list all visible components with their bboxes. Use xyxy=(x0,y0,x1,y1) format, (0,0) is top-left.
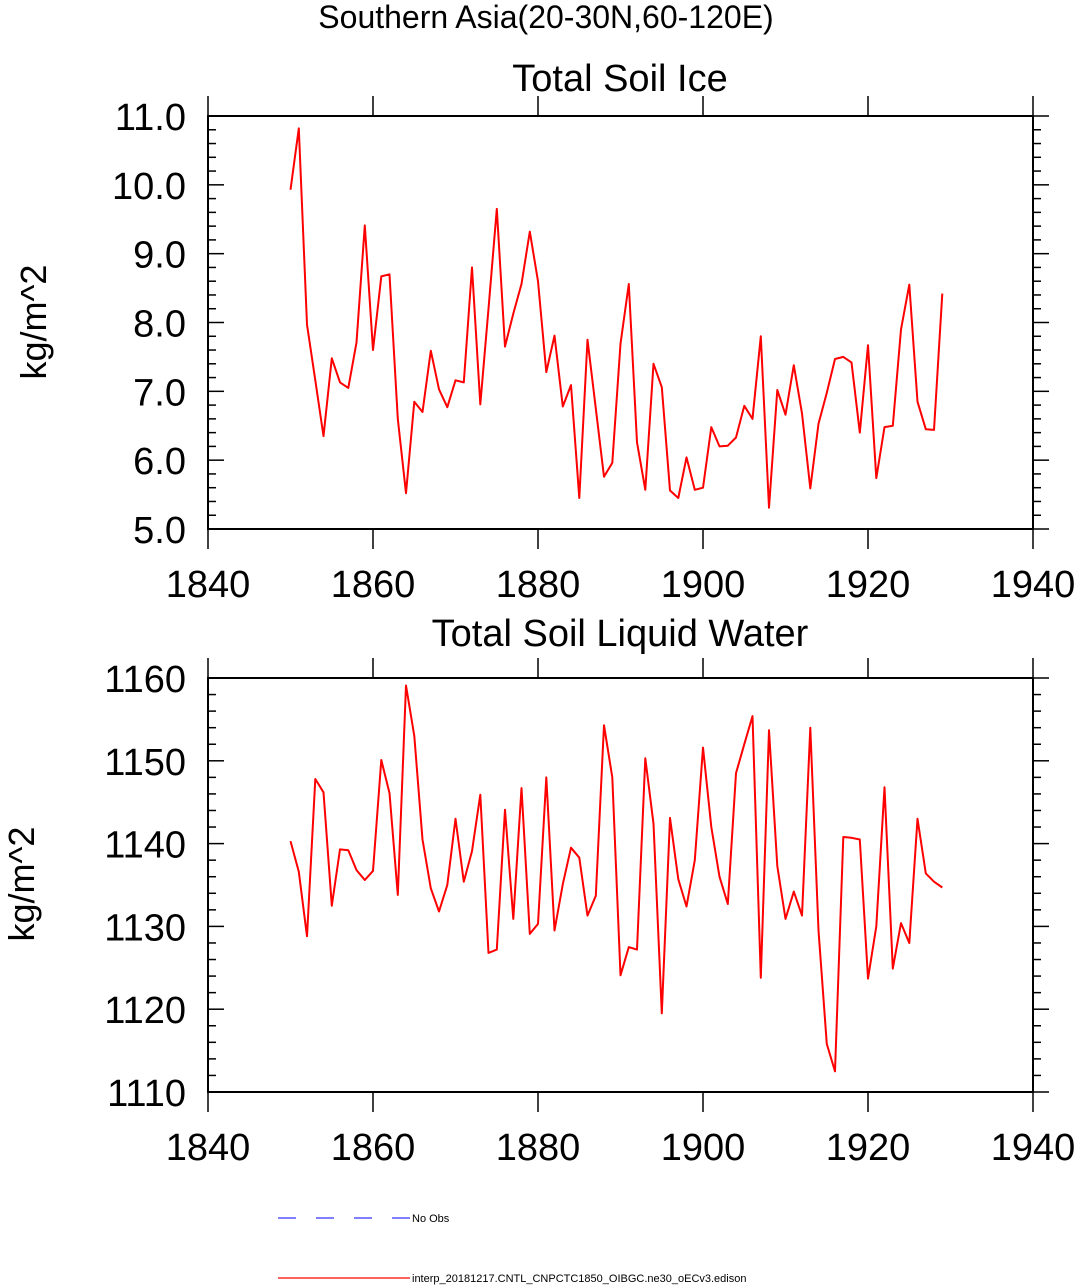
legend-label-model-run: interp_20181217.CNTL_CNPCTC1850_OIBGC.ne… xyxy=(412,1273,746,1285)
x-tick-label: 1880 xyxy=(496,1127,581,1169)
series-line xyxy=(289,684,943,1073)
x-tick-label: 1880 xyxy=(496,564,581,606)
y-tick-label: 1150 xyxy=(104,742,186,784)
x-tick-label: 1920 xyxy=(826,564,911,606)
tick-marks xyxy=(207,658,1049,1112)
tick-marks xyxy=(207,96,1049,549)
y-tick-labels: 5.0 6.0 7.0 8.0 9.0 10.0 11.0 xyxy=(112,97,186,552)
y-axis-label: kg/m^2 xyxy=(13,265,54,380)
plot-frame xyxy=(207,115,1034,530)
plot-frame xyxy=(207,677,1034,1093)
x-tick-label: 1900 xyxy=(661,1127,746,1169)
x-tick-labels: 1840 1860 1880 1900 1920 1940 xyxy=(166,1127,1076,1169)
series-lines xyxy=(289,684,943,1073)
y-tick-label: 11.0 xyxy=(115,97,186,139)
figure-suptitle: Southern Asia(20-30N,60-120E) xyxy=(318,0,773,35)
y-tick-label: 9.0 xyxy=(133,235,186,277)
y-tick-label: 1120 xyxy=(104,990,186,1032)
y-axis-label: kg/m^2 xyxy=(1,827,42,942)
y-tick-label: 10.0 xyxy=(112,166,186,208)
x-tick-label: 1940 xyxy=(991,1127,1076,1169)
x-tick-label: 1840 xyxy=(166,1127,251,1169)
y-tick-label: 7.0 xyxy=(133,372,186,414)
x-tick-label: 1940 xyxy=(991,564,1076,606)
series-line xyxy=(289,127,944,509)
x-tick-label: 1900 xyxy=(661,564,746,606)
panel-soil-liquid-water: Total Soil Liquid Water kg/m^2 111011201… xyxy=(1,613,1075,1169)
y-tick-label: 1160 xyxy=(104,659,186,701)
x-tick-label: 1860 xyxy=(331,1127,416,1169)
y-tick-labels: 1110 1120 1130 1140 1150 1160 xyxy=(104,659,186,1115)
x-tick-label: 1840 xyxy=(166,564,251,606)
series-lines xyxy=(289,127,944,509)
x-tick-label: 1860 xyxy=(331,564,416,606)
x-tick-labels: 1840 1860 1880 1900 1920 1940 xyxy=(166,564,1076,606)
x-tick-label: 1920 xyxy=(826,1127,911,1169)
y-tick-label: 5.0 xyxy=(133,510,186,552)
y-tick-label: 1130 xyxy=(104,907,186,949)
y-tick-label: 1140 xyxy=(104,825,186,867)
legend-label-no-obs: No Obs xyxy=(412,1213,450,1225)
y-tick-label: 6.0 xyxy=(133,441,186,483)
y-tick-label: 1110 xyxy=(107,1073,186,1115)
panel-soil-ice: Total Soil Ice kg/m^2 5.0 6.0 7.0 8.0 9.0 10.… xyxy=(13,58,1075,606)
legend: No Obs interp_20181217.CNTL_CNPCTC1850_O… xyxy=(278,1213,746,1285)
y-tick-label: 8.0 xyxy=(133,304,186,346)
panel-title: Total Soil Liquid Water xyxy=(432,613,809,655)
panel-title: Total Soil Ice xyxy=(512,58,727,100)
